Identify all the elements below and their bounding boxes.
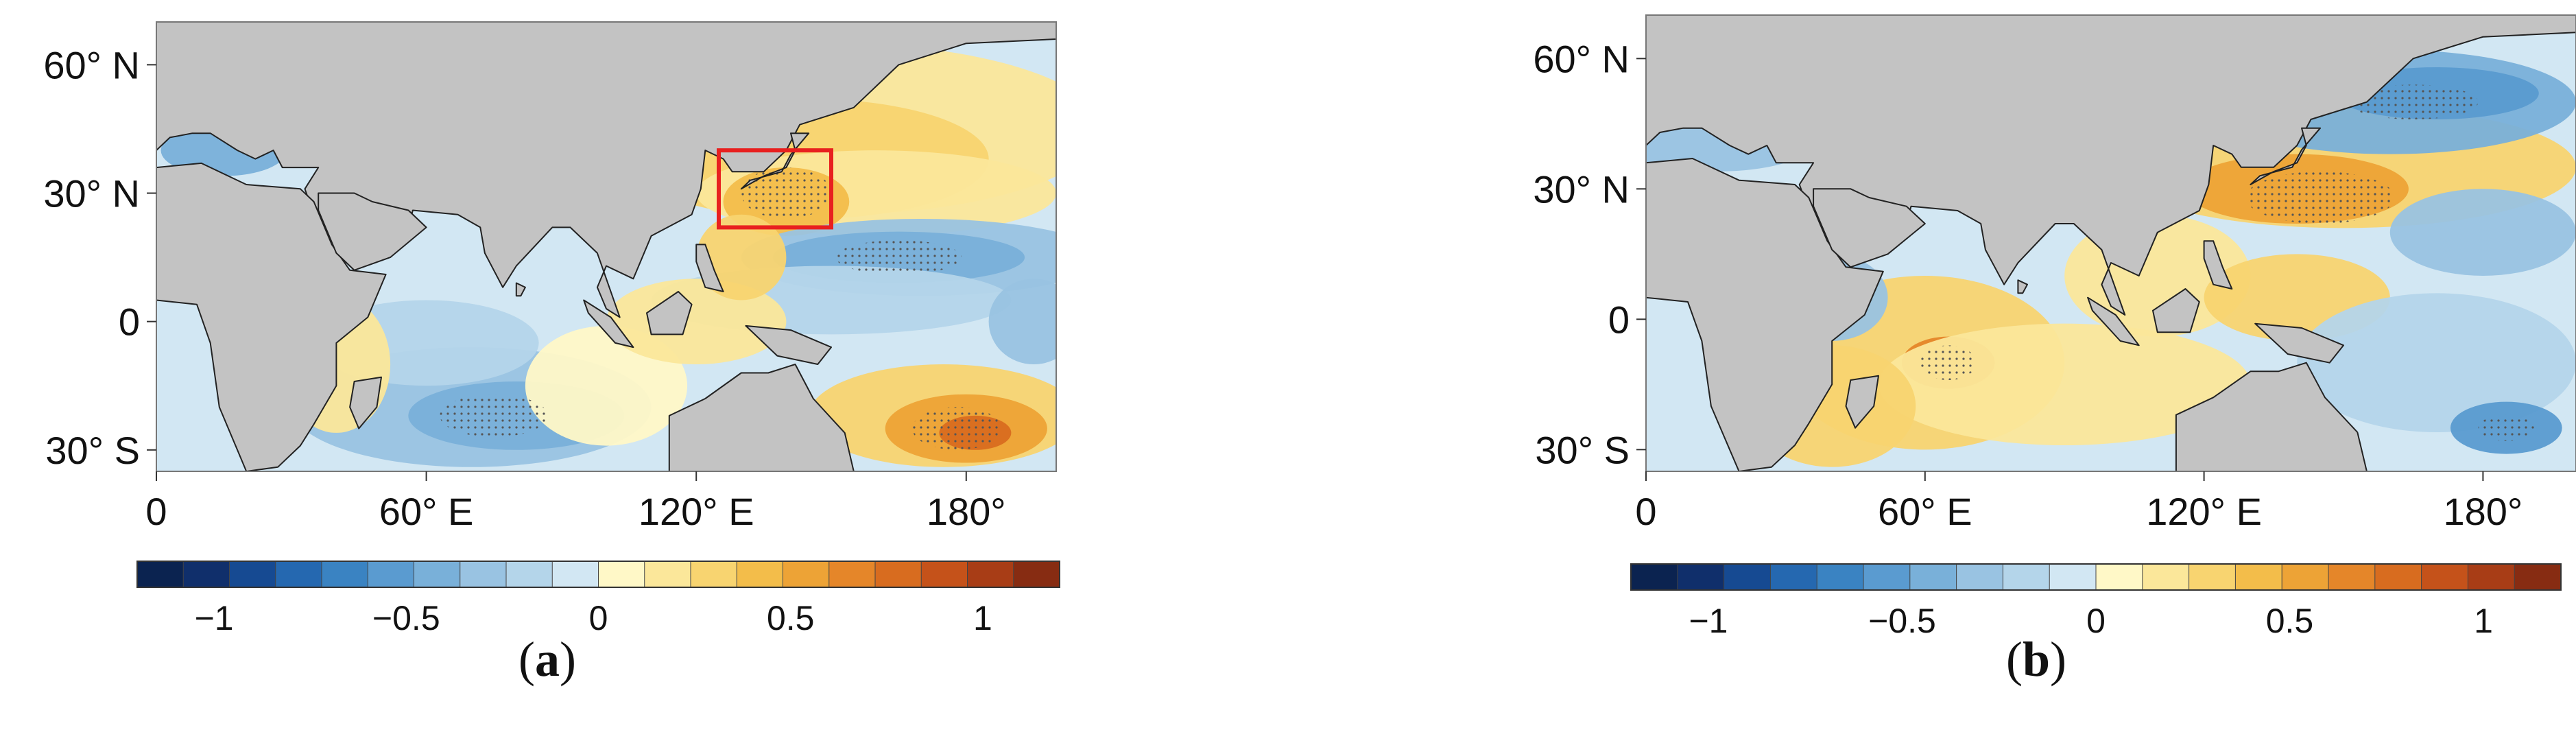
colorbar-swatch — [2049, 563, 2097, 591]
colorbar-swatch — [1724, 563, 1772, 591]
colorbar-tick-label: 0.5 — [2266, 602, 2314, 640]
lon-label: 180° — [927, 490, 1006, 533]
region-box — [717, 148, 833, 230]
colorbar-swatch — [920, 561, 968, 588]
colorbar-tick-label: −1 — [1689, 602, 1728, 640]
colorbar-swatch — [690, 561, 738, 588]
colorbar-swatch — [2142, 563, 2190, 591]
map-frame — [156, 21, 1057, 472]
colorbar-swatch — [783, 561, 830, 588]
colorbar-swatch — [2467, 563, 2516, 591]
panel-b: 60° N 30° N 0 30° S 0 60° E 120° E 180° −1 −0.5 0 0… — [1488, 0, 2576, 754]
panel-letter: a — [534, 632, 560, 687]
colorbar-swatch — [414, 561, 461, 588]
lat-label: 60° N — [43, 43, 140, 86]
colorbar-swatch — [367, 561, 415, 588]
colorbar-swatch — [2374, 563, 2422, 591]
colorbar-swatch — [2514, 563, 2562, 591]
colorbar-swatch — [828, 561, 876, 588]
colorbar-swatch — [551, 561, 599, 588]
colorbar-tick-label: −0.5 — [372, 599, 440, 637]
colorbar: −1 −0.5 0 0.5 1 — [136, 561, 1060, 637]
colorbar-swatch — [967, 561, 1014, 588]
lon-label: 120° E — [2146, 490, 2262, 533]
lon-label: 60° E — [1878, 490, 1972, 533]
lat-label: 30° S — [1535, 428, 1630, 471]
colorbar: −1 −0.5 0 0.5 1 — [1630, 563, 2562, 640]
colorbar-tick-label: −1 — [195, 599, 234, 637]
lat-label: 30° N — [43, 172, 140, 215]
colorbar-swatch — [136, 561, 184, 588]
colorbar-swatch — [2281, 563, 2329, 591]
colorbar-tick-label: −0.5 — [1868, 602, 1936, 640]
lat-label: 0 — [119, 301, 140, 344]
colorbar-tick-label: 0 — [2086, 602, 2106, 640]
colorbar-swatch — [644, 561, 691, 588]
colorbar-swatch — [1816, 563, 1865, 591]
colorbar-swatch — [2095, 563, 2143, 591]
colorbar-swatch — [1909, 563, 1957, 591]
colorbar-swatch — [1769, 563, 1818, 591]
colorbar-tick-label: 0 — [589, 599, 608, 637]
colorbar-swatch — [321, 561, 369, 588]
lon-label: 180° — [2443, 490, 2523, 533]
lon-label: 0 — [145, 490, 167, 533]
panel-letter: b — [2022, 632, 2051, 687]
colorbar-tick-label: 0.5 — [767, 599, 815, 637]
lat-label: 30° S — [45, 429, 140, 472]
colorbar-swatch — [2328, 563, 2376, 591]
colorbar-swatch — [2002, 563, 2051, 591]
colorbar-swatch — [1677, 563, 1725, 591]
anomaly-field — [156, 22, 1056, 471]
anomaly-field — [1646, 15, 2576, 471]
colorbar-swatch — [2189, 563, 2237, 591]
colorbar-swatch — [2234, 563, 2283, 591]
land-masses — [1646, 15, 2576, 471]
colorbar-swatch — [275, 561, 322, 588]
colorbar-swatch — [505, 561, 553, 588]
colorbar-swatch — [1013, 561, 1060, 588]
colorbar-swatch — [229, 561, 276, 588]
colorbar-swatch — [182, 561, 230, 588]
land-masses — [156, 22, 1056, 471]
colorbar-tick-label: 1 — [2474, 602, 2493, 640]
colorbar-tick-label: 1 — [973, 599, 992, 637]
colorbar-swatch — [1630, 563, 1678, 591]
lon-label: 0 — [1635, 490, 1656, 533]
colorbar-swatch — [598, 561, 645, 588]
map-frame — [1645, 14, 2576, 472]
lat-label: 60° N — [1533, 37, 1630, 80]
lon-label: 120° E — [639, 490, 754, 533]
lon-label: 60° E — [379, 490, 474, 533]
colorbar-swatch — [874, 561, 922, 588]
colorbar-swatch — [1956, 563, 2004, 591]
colorbar-swatch — [736, 561, 784, 588]
lat-label: 30° N — [1533, 167, 1630, 211]
colorbar-swatch — [2421, 563, 2469, 591]
panel-a: 60° N 30° N 0 30° S 0 60° E 120° E 180° −1 −0.5 0 0… — [0, 0, 1180, 754]
colorbar-swatch — [460, 561, 507, 588]
panel-label: (b) — [2006, 632, 2067, 687]
panel-label: (a) — [518, 632, 576, 687]
lat-label: 0 — [1608, 298, 1630, 341]
colorbar-swatch — [1863, 563, 1911, 591]
